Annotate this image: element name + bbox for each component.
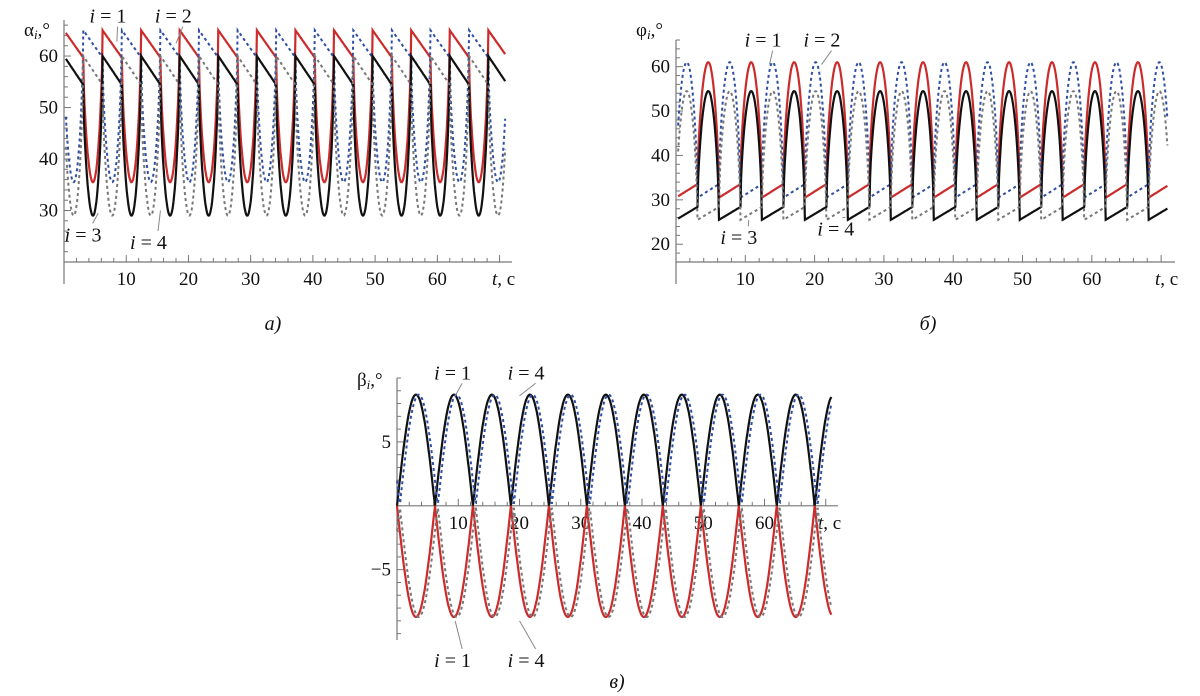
annotation-label: i = 3 (720, 227, 757, 249)
y-tick-label: 50 (39, 98, 58, 119)
y-tick-label: −5 (371, 560, 391, 581)
annotation-leader (116, 26, 119, 42)
annotation-label: i = 1 (434, 362, 471, 384)
series-i3 (677, 90, 1168, 222)
annotation-leader (454, 620, 463, 649)
annotation-leader (175, 26, 184, 44)
x-axis-label: t, с (1155, 269, 1178, 290)
annotation-label: i = 2 (804, 30, 841, 52)
annotation-label: i = 3 (65, 224, 102, 246)
series-i4 (677, 90, 1169, 222)
panel-caption: а) (265, 313, 282, 335)
x-tick-label: 60 (428, 269, 447, 290)
annotation-leader (821, 50, 832, 65)
y-tick-label: 40 (651, 145, 670, 166)
y-tick-label: 60 (39, 46, 58, 67)
series-i2 (64, 27, 507, 184)
series-i4-lower (396, 507, 833, 618)
x-axis-label: t, с (492, 269, 515, 290)
x-tick-label: 20 (805, 269, 824, 290)
y-axis-label: αi,° (24, 20, 50, 42)
panel-caption: б) (920, 313, 937, 335)
annotation-leader (519, 620, 537, 650)
series-i1-upper (395, 393, 833, 506)
y-tick-label: 20 (651, 234, 670, 255)
x-tick-label: 10 (449, 513, 468, 534)
series-i4 (64, 52, 507, 217)
annotation-leader (92, 212, 99, 224)
series-i2 (677, 61, 1169, 200)
annotation-label: i = 4 (817, 218, 854, 240)
annotation-leader (157, 210, 161, 232)
annotation-label: i = 4 (508, 650, 545, 672)
y-tick-label: 50 (651, 101, 670, 122)
panel-a: 10 20 30 40 50 60 30 40 50 60 αi,° t, с i = 1 i = 2 i … (24, 6, 515, 335)
annotation-leader (454, 383, 463, 397)
y-tick-label: 30 (39, 201, 58, 222)
annotation-label: i = 1 (434, 650, 471, 672)
annotation-label: i = 1 (745, 30, 782, 52)
x-tick-label: 40 (303, 269, 322, 290)
series-i4-upper (396, 393, 833, 504)
annotation-label: i = 4 (130, 232, 167, 254)
x-tick-label: 40 (633, 513, 652, 534)
x-tick-label: 50 (1013, 269, 1032, 290)
x-tick-label: 60 (1082, 269, 1101, 290)
x-axis-label: t, с (818, 513, 841, 534)
panel-b: 10 20 30 40 50 60 20 30 40 50 60 φi,° t, с i = 1 i = 2… (636, 20, 1178, 335)
annotation-label: i = 2 (155, 6, 192, 28)
series-i1 (64, 26, 507, 184)
y-tick-label: 40 (39, 149, 58, 170)
x-tick-label: 20 (510, 513, 529, 534)
x-tick-label: 60 (755, 513, 774, 534)
y-axis-label: φi,° (636, 20, 663, 42)
y-axis-label: βi,° (357, 370, 383, 392)
x-tick-label: 50 (366, 269, 385, 290)
x-tick-label: 10 (117, 269, 136, 290)
annotation-label: i = 4 (508, 362, 545, 384)
annotation-leader (769, 50, 774, 65)
annotation-label: i = 1 (90, 6, 127, 28)
x-tick-label: 10 (736, 269, 755, 290)
x-tick-label: 30 (241, 269, 260, 290)
x-tick-label: 40 (944, 269, 963, 290)
x-tick-label: 30 (874, 269, 893, 290)
y-tick-label: 5 (382, 432, 392, 453)
annotation-leader (519, 382, 536, 397)
series-i1 (677, 61, 1169, 200)
y-tick-label: 30 (651, 190, 670, 211)
panel-caption: в) (609, 671, 625, 693)
y-tick-label: 60 (651, 57, 670, 78)
series-i3 (64, 52, 507, 217)
x-tick-label: 20 (179, 269, 198, 290)
